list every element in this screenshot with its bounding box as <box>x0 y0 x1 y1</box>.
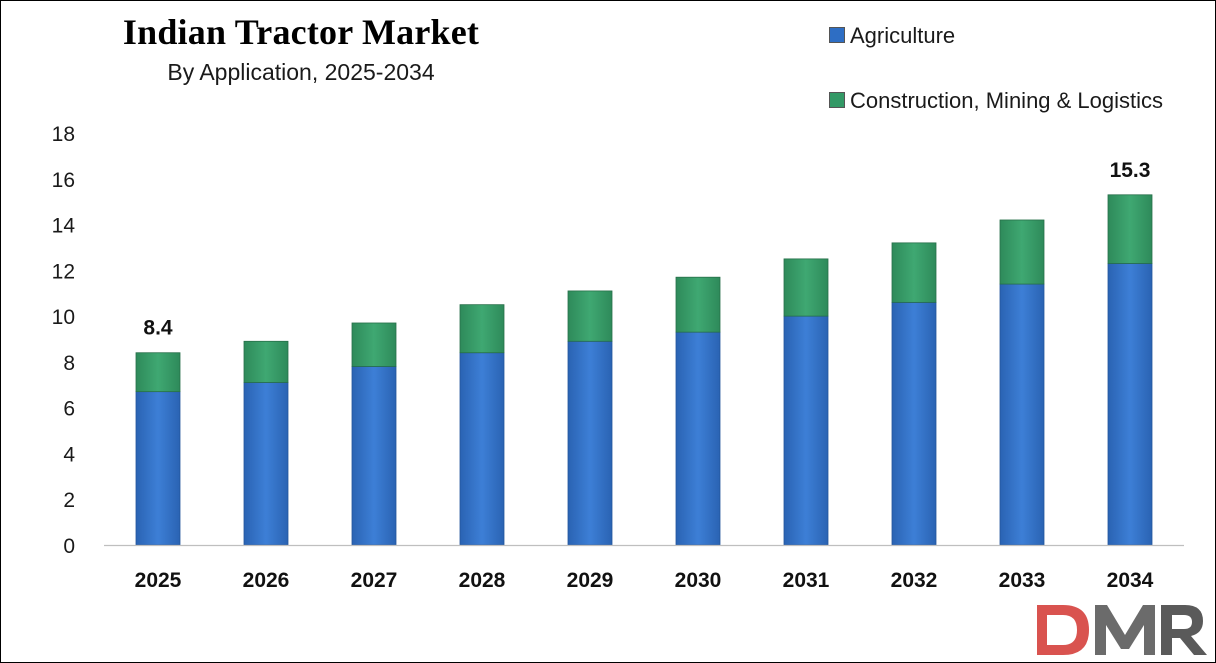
bar-construction-2031 <box>783 258 829 317</box>
bar-construction-2033 <box>999 219 1045 285</box>
chart-title: Indian Tractor Market <box>122 12 480 52</box>
legend-swatch-construction <box>829 92 845 108</box>
bar-agriculture-2029 <box>567 340 613 546</box>
bar-agriculture-2028 <box>459 352 505 546</box>
logo-letter-m <box>1095 605 1155 655</box>
y-tick-label: 6 <box>63 398 75 421</box>
y-tick-label: 0 <box>63 535 75 558</box>
y-axis: 0 2 4 6 8 10 12 14 16 18 <box>52 123 76 558</box>
bar-agriculture-2032 <box>891 301 937 546</box>
x-tick-label-2026: 2026 <box>243 569 290 592</box>
logo-letter-r <box>1161 605 1207 655</box>
x-tick-label-2027: 2027 <box>351 569 398 592</box>
x-axis: 2025 2026 2027 2028 2029 2030 2031 2032 2033 2034 <box>104 544 1184 592</box>
bar-agriculture-2031 <box>783 315 829 546</box>
logo-letter-d <box>1037 605 1089 655</box>
x-tick-label-2033: 2033 <box>999 569 1046 592</box>
bar-construction-2029 <box>567 290 613 342</box>
bar-construction-2026 <box>243 340 289 383</box>
bar-agriculture-2034 <box>1107 263 1153 546</box>
x-tick-label-2030: 2030 <box>675 569 722 592</box>
bar-construction-2030 <box>675 276 721 333</box>
legend-item-construction: Construction, Mining & Logistics <box>829 88 1163 114</box>
y-tick-label: 18 <box>52 123 75 146</box>
y-tick-label: 2 <box>63 489 75 512</box>
bar-construction-2032 <box>891 242 937 303</box>
bar-agriculture-2027 <box>351 366 397 546</box>
bar-construction-2027 <box>351 322 397 367</box>
data-label-2025: 8.4 <box>143 317 173 340</box>
y-tick-label: 8 <box>63 352 75 375</box>
x-tick-label-2025: 2025 <box>135 569 182 592</box>
legend-item-agriculture: Agriculture <box>829 23 955 49</box>
bars-group <box>135 194 1153 546</box>
bar-construction-2028 <box>459 304 505 354</box>
y-tick-label: 14 <box>52 215 76 238</box>
chart-subtitle: By Application, 2025-2034 <box>167 59 435 85</box>
data-labels: 8.4 15.3 <box>143 159 1150 340</box>
bar-construction-2025 <box>135 352 181 393</box>
bar-agriculture-2025 <box>135 391 181 546</box>
y-tick-label: 16 <box>52 169 75 192</box>
data-label-2034: 15.3 <box>1110 159 1151 182</box>
legend-label-construction: Construction, Mining & Logistics <box>850 88 1164 113</box>
y-tick-label: 4 <box>63 443 75 466</box>
bar-construction-2034 <box>1107 194 1153 264</box>
bar-agriculture-2033 <box>999 283 1045 546</box>
x-tick-label-2032: 2032 <box>891 569 938 592</box>
bar-agriculture-2026 <box>243 382 289 546</box>
bar-agriculture-2030 <box>675 331 721 546</box>
y-tick-label: 10 <box>52 306 75 329</box>
x-tick-label-2029: 2029 <box>567 569 614 592</box>
dmr-logo <box>1037 605 1207 655</box>
x-tick-label-2028: 2028 <box>459 569 506 592</box>
x-tick-label-2034: 2034 <box>1107 569 1154 592</box>
legend-swatch-agriculture <box>829 27 845 43</box>
y-tick-label: 12 <box>52 260 75 283</box>
x-tick-label-2031: 2031 <box>783 569 830 592</box>
legend-label-agriculture: Agriculture <box>850 23 956 48</box>
